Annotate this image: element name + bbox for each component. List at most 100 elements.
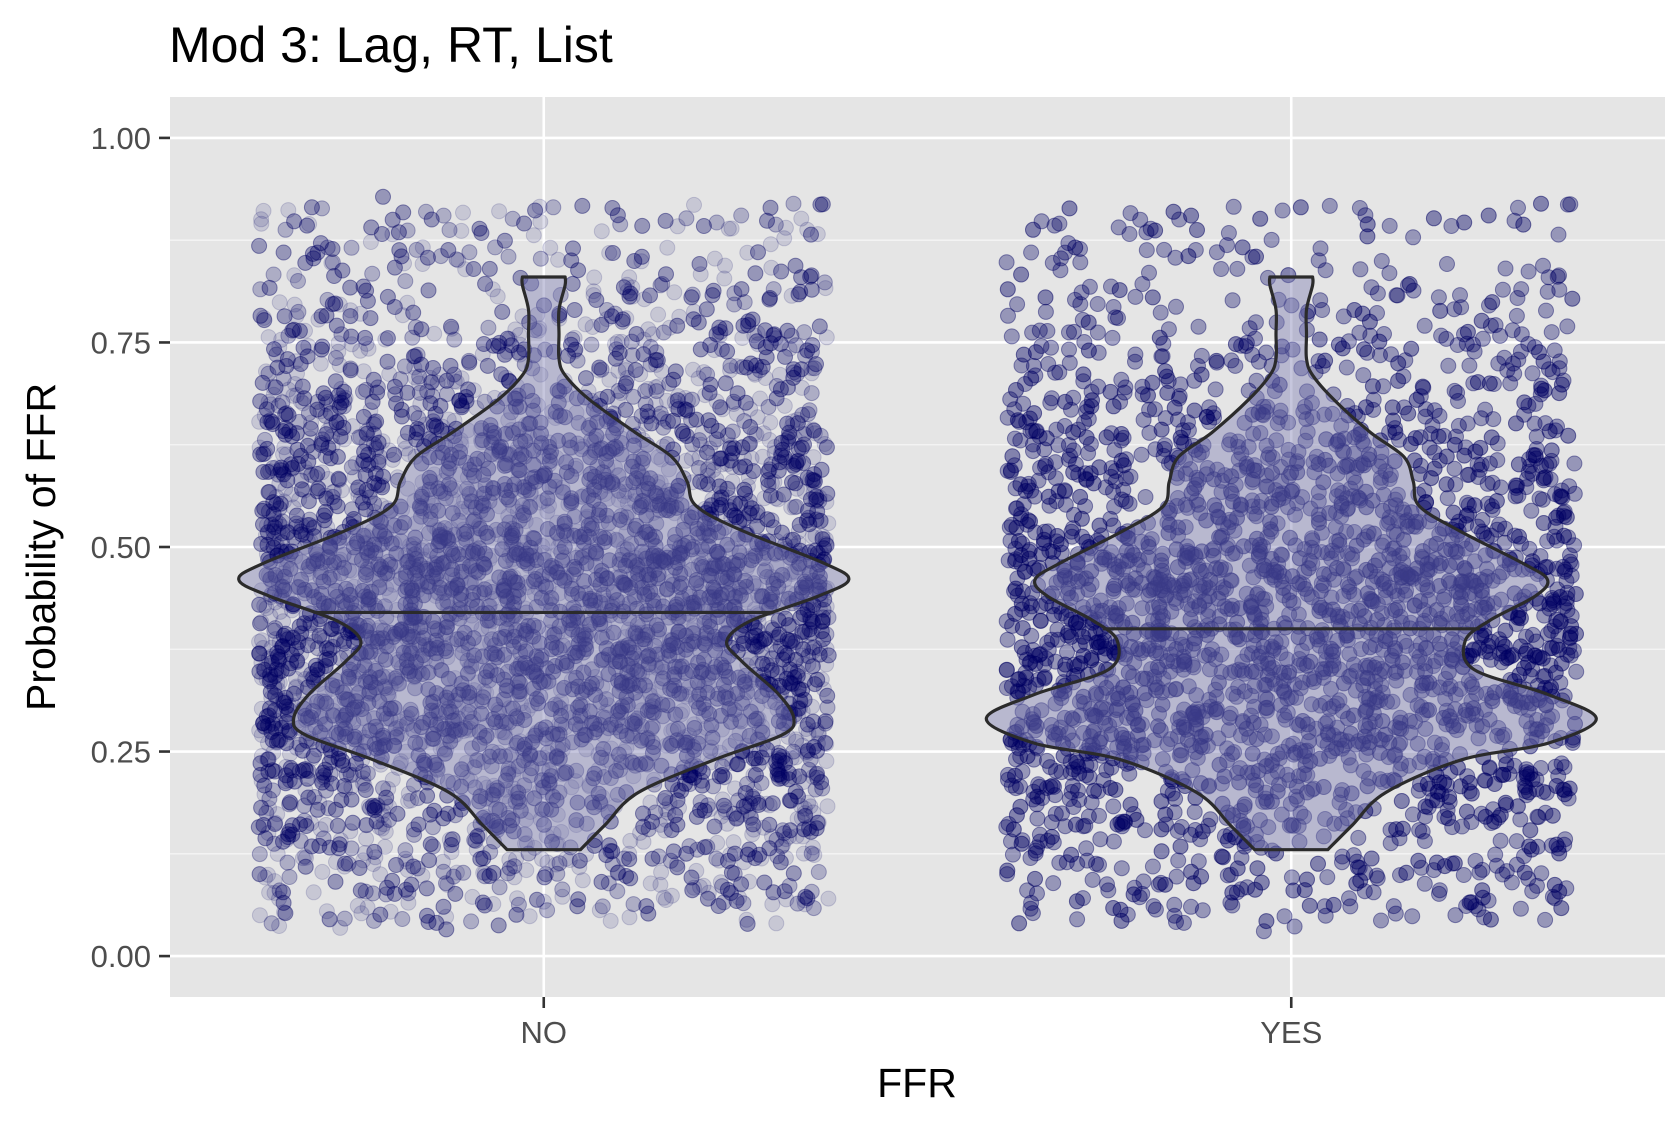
data-point [641,683,658,700]
data-point [541,752,558,768]
data-point [526,544,543,561]
data-point [312,355,329,372]
data-point [816,436,833,452]
data-point [254,632,270,649]
data-point [269,666,286,683]
data-point [253,215,270,232]
chart-title: Mod 3: Lag, RT, List [169,17,613,73]
data-point [706,250,723,267]
data-point [275,694,292,711]
data-point [439,598,456,615]
data-point [627,575,644,592]
data-point [531,198,548,215]
data-point [524,730,541,747]
data-point [716,270,733,287]
data-point [794,828,811,845]
data-point [455,204,471,221]
data-point [685,361,701,378]
data-point [434,418,451,435]
data-point [478,684,495,701]
data-point [590,761,607,778]
data-point [762,236,779,253]
data-point [706,342,723,359]
data-point [534,760,551,777]
data-point [666,505,683,522]
data-point [346,469,363,486]
data-point [426,325,443,342]
data-point [501,700,518,717]
data-point [652,876,669,893]
data-point [518,811,534,828]
data-point [531,782,548,799]
data-point [805,804,822,821]
data-point [807,493,824,510]
data-point [766,755,783,772]
data-point [532,439,549,456]
data-point [783,499,800,516]
data-point [548,856,565,873]
data-point [650,306,667,323]
data-point [648,356,665,373]
data-point [632,448,649,465]
data-point [268,569,285,586]
data-point [686,196,702,213]
data-point [651,630,668,646]
data-point [777,432,794,449]
data-point [358,830,375,847]
data-point [417,638,434,655]
data-point [314,629,331,646]
data-point [794,703,811,720]
data-point [591,902,608,919]
data-point [375,803,391,819]
data-point [532,811,549,828]
data-point [549,625,566,642]
data-point [521,908,538,925]
data-point [697,628,714,645]
data-point [253,700,270,717]
data-point [768,557,785,574]
data-point [276,439,293,456]
data-point [358,335,375,352]
data-point [777,219,794,236]
data-point [765,621,782,638]
data-point [362,455,379,472]
data-point [372,866,389,883]
data-point [265,378,282,395]
data-point [320,393,337,410]
data-point [581,777,598,793]
data-point [508,737,525,754]
data-point [754,545,771,561]
data-point [328,414,345,431]
data-point [526,839,543,856]
data-point [268,734,285,751]
data-point [776,230,793,247]
data-point [622,832,639,849]
data-point [393,753,409,770]
data-point [411,421,428,438]
data-point [377,634,394,651]
data-point [302,617,319,633]
data-point [819,798,836,815]
data-point [601,245,618,261]
data-point [697,387,714,404]
data-point [326,572,343,589]
data-point [699,467,716,484]
data-point [720,480,736,497]
data-point [747,545,764,562]
data-point [453,370,470,387]
data-point [723,220,740,237]
grid-lines [170,97,1665,997]
data-point [787,460,803,477]
data-point [479,779,495,796]
data-point [631,664,648,681]
data-point [569,523,585,540]
data-point [305,884,322,901]
data-point [742,675,759,692]
data-point [435,721,451,738]
data-point [641,702,658,718]
data-point [447,726,464,743]
data-point [398,853,415,870]
data-point [443,610,460,627]
data-point [659,239,676,256]
